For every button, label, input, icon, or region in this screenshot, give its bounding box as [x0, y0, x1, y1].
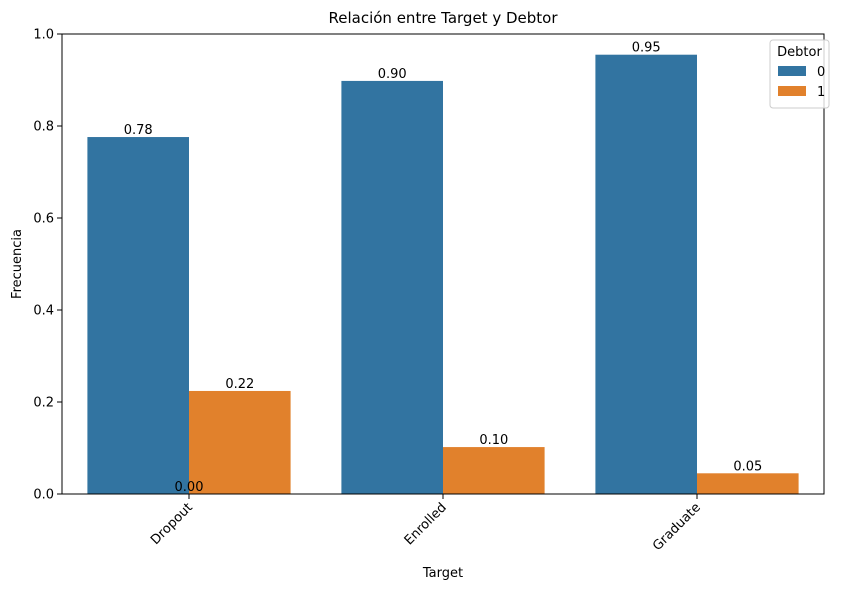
bar-labels-group: 0.78 0.22 0.90 0.10 0.95 0.05 0.00	[124, 41, 763, 495]
y-tick-label: 0.0	[33, 488, 54, 503]
y-tick-label: 0.4	[33, 304, 54, 319]
chart-title: Relación entre Target y Debtor	[329, 9, 559, 27]
y-tick-label: 1.0	[33, 28, 54, 43]
bar-value-label: 0.90	[378, 67, 407, 82]
bar-value-label-zero: 0.00	[175, 480, 204, 495]
y-tick-label: 0.8	[33, 120, 54, 135]
x-axis-label: Target	[422, 566, 463, 581]
legend-entry-0: 0	[817, 65, 825, 80]
legend-title: Debtor	[777, 45, 822, 60]
x-tick-label: Dropout	[148, 500, 196, 548]
bar-graduate-debtor-1	[697, 473, 799, 494]
x-axis: Dropout Enrolled Graduate	[148, 494, 704, 554]
bar-value-label: 0.10	[479, 433, 508, 448]
bar-value-label: 0.78	[124, 123, 153, 138]
bar-dropout-debtor-1	[189, 390, 291, 494]
bar-value-label: 0.22	[225, 377, 254, 392]
legend-swatch-1	[778, 86, 806, 96]
bar-enrolled-debtor-0	[341, 80, 443, 495]
legend: Debtor 0 1	[769, 39, 830, 109]
legend-entry-1: 1	[817, 85, 825, 100]
x-tick-label: Graduate	[650, 500, 704, 554]
y-tick-label: 0.2	[33, 396, 54, 411]
y-axis-label: Frecuencia	[10, 229, 25, 299]
bar-enrolled-debtor-1	[443, 447, 545, 494]
bar-graduate-debtor-0	[595, 54, 697, 494]
bar-value-label: 0.95	[632, 41, 661, 56]
y-axis: 0.0 0.2 0.4 0.6 0.8 1.0	[33, 28, 62, 503]
bar-dropout-debtor-0	[87, 137, 189, 495]
legend-swatch-0	[778, 66, 806, 76]
bar-value-label: 0.05	[733, 459, 762, 474]
x-tick-label: Enrolled	[402, 500, 450, 548]
bars-group	[87, 54, 799, 495]
y-tick-label: 0.6	[33, 212, 54, 227]
